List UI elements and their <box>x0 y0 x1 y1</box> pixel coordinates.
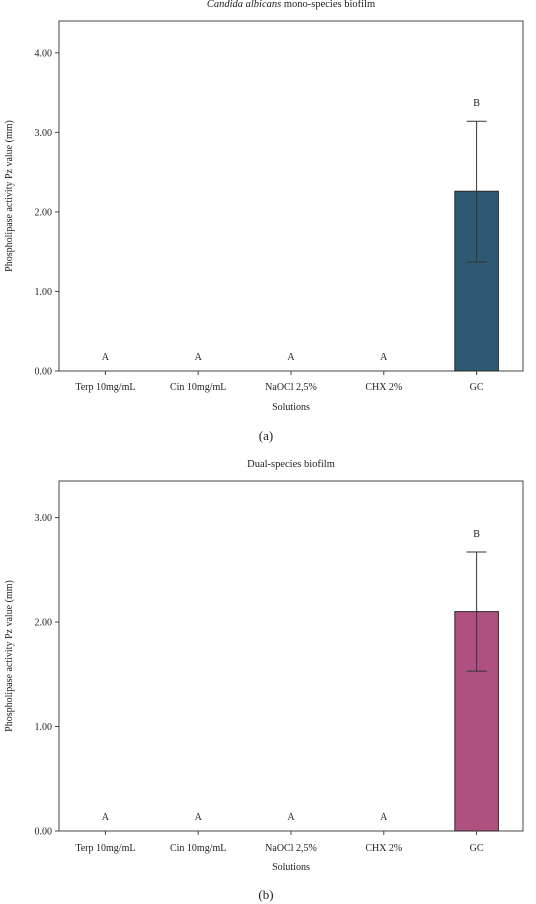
chart-b-frame <box>58 480 524 832</box>
chart-b-significance-label: A <box>195 812 203 823</box>
chart-a-caption: (a) <box>259 428 273 443</box>
chart-a-significance-label: A <box>102 352 110 363</box>
chart-a-significance-label: A <box>287 352 295 363</box>
chart-b-x-tick-label: CHX 2% <box>365 843 402 854</box>
chart-b-x-axis-label: Solutions <box>272 862 310 873</box>
chart-b-y-tick-label: 1.00 <box>35 722 53 733</box>
chart-b-title: Dual-species biofilm <box>247 459 335 470</box>
chart-b-significance-label: A <box>102 812 110 823</box>
chart-a-x-axis-label: Solutions <box>272 402 310 413</box>
chart-b-y-tick-label: 0.00 <box>35 827 53 838</box>
chart-b-x-tick-label: GC <box>470 843 484 854</box>
chart-a-y-tick-label: 3.00 <box>35 128 53 139</box>
chart-a-title-italic: Candida albicans <box>207 0 281 10</box>
chart-b-x-tick-label: Terp 10mg/mL <box>75 843 135 854</box>
chart-a-x-axis: Terp 10mg/mL Cin 10mg/mL NaOCl 2,5% CHX 2% G… <box>75 371 484 393</box>
chart-b-significance-label: B <box>473 529 480 540</box>
chart-a-title-rest: mono-species biofilm <box>281 0 375 10</box>
chart-a-y-axis: 0.00 1.00 2.00 3.00 4.00 <box>35 48 59 378</box>
chart-a-x-tick-label: NaOCl 2,5% <box>265 382 317 393</box>
chart-a-x-tick-label: GC <box>470 382 484 393</box>
chart-a-y-tick-label: 2.00 <box>35 207 53 218</box>
chart-a-y-tick-label: 1.00 <box>35 287 53 298</box>
chart-b-y-axis-label: Phospholipase activity Pz value (mm) <box>4 580 15 732</box>
chart-a-y-axis-label: Phospholipase activity Pz value (mm) <box>4 120 15 272</box>
chart-a-x-tick-label: Cin 10mg/mL <box>170 382 226 393</box>
chart-a: Candida albicans mono-species biofilm 0.… <box>4 0 524 443</box>
chart-a-significance-label: B <box>473 98 480 109</box>
chart-b-significance-label: A <box>380 812 388 823</box>
chart-b-significance-label: A <box>287 812 295 823</box>
chart-a-bars: A A A A B <box>102 98 499 372</box>
chart-a-significance-label: A <box>195 352 203 363</box>
chart-b-x-tick-label: NaOCl 2,5% <box>265 843 317 854</box>
chart-b-y-tick-label: 2.00 <box>35 618 53 629</box>
chart-a-y-tick-label: 4.00 <box>35 48 53 59</box>
chart-a-x-tick-label: CHX 2% <box>365 382 402 393</box>
chart-b-caption: (b) <box>258 887 273 902</box>
chart-b-bars: A A A A B <box>102 529 499 832</box>
chart-a-significance-label: A <box>380 352 388 363</box>
chart-b-y-axis: 0.00 1.00 2.00 3.00 <box>35 513 59 838</box>
chart-a-title: Candida albicans mono-species biofilm <box>207 0 375 10</box>
chart-a-y-tick-label: 0.00 <box>35 367 53 378</box>
chart-b-x-axis: Terp 10mg/mL Cin 10mg/mL NaOCl 2,5% CHX 2% G… <box>75 831 484 854</box>
chart-a-x-tick-label: Terp 10mg/mL <box>75 382 135 393</box>
chart-b: Dual-species biofilm 0.00 1.00 2.00 3.00 Ph… <box>4 459 524 902</box>
chart-b-x-tick-label: Cin 10mg/mL <box>170 843 226 854</box>
chart-a-frame <box>58 20 524 372</box>
chart-b-y-tick-label: 3.00 <box>35 513 53 524</box>
